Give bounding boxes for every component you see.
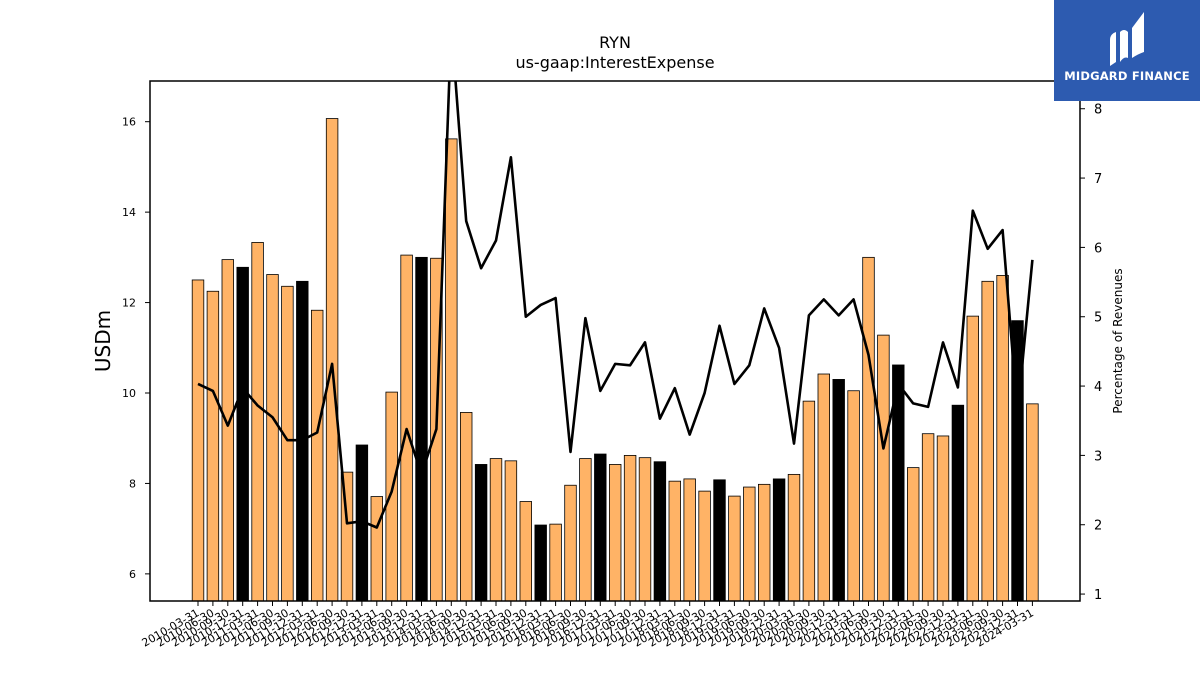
y2-axis-label: Percentage of Revenues <box>1111 268 1125 413</box>
brand-name: MIDGARD FINANCE <box>1064 69 1190 83</box>
bar <box>1026 403 1039 602</box>
bars-layer <box>191 118 1039 602</box>
y-axis-left: 6 8 10 12 14 16 <box>122 116 150 581</box>
bar <box>474 464 488 602</box>
bar <box>847 390 860 602</box>
chart-subtitle: us-gaap:InterestExpense <box>515 53 714 72</box>
y-tick-label: 6 <box>129 568 136 581</box>
bar <box>549 523 562 602</box>
bar <box>415 256 428 602</box>
y-tick-label: 16 <box>122 116 136 129</box>
y-tick-label: 14 <box>122 206 136 219</box>
y2-tick-label: 3 <box>1094 449 1102 464</box>
bar <box>310 309 324 602</box>
bar <box>266 274 279 602</box>
y-tick-label: 12 <box>122 297 136 310</box>
y-tick-label: 8 <box>129 477 136 490</box>
bar <box>907 467 920 602</box>
bar <box>832 379 845 602</box>
bar <box>459 412 473 602</box>
bar <box>698 490 711 602</box>
x-axis: 2010-03-312010-06-302010-09-302010-12-31… <box>140 601 1036 650</box>
bar <box>594 453 607 602</box>
bar <box>609 464 622 602</box>
bar <box>668 480 682 602</box>
brand-logo: MIDGARD FINANCE <box>1054 0 1200 101</box>
bar <box>638 457 652 602</box>
bar <box>251 242 264 602</box>
y-axis-right: 1 2 3 4 5 6 7 8 <box>1080 103 1102 603</box>
bar <box>981 280 994 602</box>
bar <box>966 315 980 602</box>
y2-tick-label: 1 <box>1094 588 1102 603</box>
bar <box>370 496 384 602</box>
chart-title: RYN <box>599 33 631 52</box>
bar <box>758 483 771 602</box>
y2-tick-label: 4 <box>1094 380 1102 395</box>
bar <box>519 501 533 602</box>
bar <box>713 479 726 602</box>
bar <box>653 461 667 602</box>
bar <box>236 266 249 602</box>
bar <box>385 391 398 602</box>
bar <box>489 458 503 602</box>
bar <box>564 484 577 602</box>
y2-tick-label: 2 <box>1094 519 1102 534</box>
bar <box>325 118 339 602</box>
y-tick-label: 10 <box>122 387 136 400</box>
bar <box>817 373 831 602</box>
bar <box>996 275 1009 602</box>
bar <box>221 259 235 602</box>
line-layer <box>197 81 1034 529</box>
bar <box>787 473 801 602</box>
bar <box>281 285 294 602</box>
bar <box>951 404 965 602</box>
y2-tick-label: 8 <box>1094 103 1102 118</box>
bar <box>445 138 458 602</box>
bar <box>683 478 696 602</box>
bar <box>206 290 220 602</box>
bar <box>191 279 205 602</box>
y2-tick-label: 5 <box>1094 311 1102 326</box>
bar <box>623 454 637 602</box>
y-axis-label: USDm <box>91 310 115 372</box>
y2-tick-label: 7 <box>1094 172 1102 187</box>
bar <box>921 433 935 602</box>
bar <box>772 478 786 602</box>
bar <box>877 334 890 602</box>
bar <box>743 486 756 602</box>
midgard-logo-icon <box>1110 12 1144 66</box>
y2-tick-label: 6 <box>1094 241 1102 256</box>
bar <box>936 435 950 602</box>
series-line <box>197 81 1034 529</box>
bar <box>862 256 875 602</box>
plot-frame <box>149 80 1081 602</box>
bar <box>579 458 592 602</box>
bar <box>728 495 741 602</box>
bar <box>534 524 547 602</box>
bar <box>504 460 518 602</box>
bar <box>802 400 816 602</box>
